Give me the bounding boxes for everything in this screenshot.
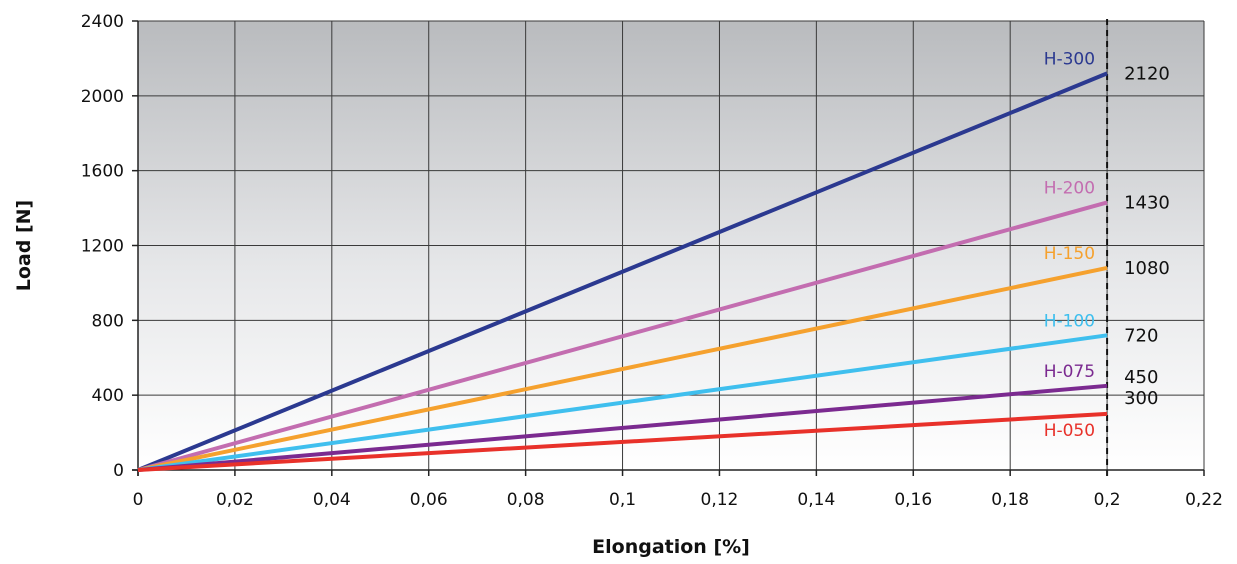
- y-tick-label: 2400: [81, 12, 124, 32]
- x-tick-label: 0,02: [216, 490, 254, 510]
- series-line-h-075: [137, 383, 1108, 472]
- x-tick-label: 0,2: [1094, 490, 1121, 510]
- series-line-h-300: [137, 71, 1108, 472]
- x-tick-label: 0,18: [991, 490, 1029, 510]
- series-name-h-300: H-300: [1044, 49, 1095, 69]
- y-tick-label: 2000: [81, 87, 124, 107]
- series-name-h-050: H-050: [1044, 421, 1095, 441]
- y-tick-label: 800: [92, 311, 124, 331]
- x-tick-label: 0: [133, 490, 144, 510]
- end-value-h-100: 720: [1124, 325, 1158, 346]
- x-axis-title: Elongation [%]: [592, 536, 750, 558]
- series-line-h-050: [137, 411, 1108, 472]
- y-tick-label: 0: [113, 461, 124, 481]
- x-tick-label: 0,08: [507, 490, 545, 510]
- series-name-h-150: H-150: [1044, 244, 1095, 264]
- x-tick-label: 0,1: [609, 490, 636, 510]
- x-tick-label: 0,22: [1185, 490, 1223, 510]
- y-axis-ticks: 0 400 800 1200 1600 2000 2400: [81, 12, 138, 481]
- x-tick-label: 0,16: [894, 490, 932, 510]
- x-tick-label: 0,06: [410, 490, 448, 510]
- end-value-h-200: 1430: [1124, 192, 1170, 213]
- end-value-h-300: 2120: [1124, 63, 1170, 84]
- series-lines: [137, 71, 1108, 472]
- series-name-h-200: H-200: [1044, 178, 1095, 198]
- series-name-h-075: H-075: [1044, 362, 1095, 382]
- y-tick-label: 400: [92, 386, 124, 406]
- y-tick-label: 1600: [81, 162, 124, 182]
- end-value-h-050: 300: [1124, 388, 1158, 409]
- series-line-h-200: [137, 200, 1108, 472]
- y-tick-label: 1200: [81, 237, 124, 257]
- axes: [132, 19, 1204, 480]
- series-labels: H-300 2120 H-200 1430 H-150 1080 H-100 720 H-075…: [1044, 49, 1170, 440]
- series-line-h-150: [137, 265, 1108, 472]
- series-line-h-100: [137, 333, 1108, 472]
- x-tick-label: 0,14: [797, 490, 835, 510]
- end-value-h-150: 1080: [1124, 258, 1170, 279]
- series-name-h-100: H-100: [1044, 311, 1095, 331]
- y-axis-title: Load [N]: [13, 200, 35, 291]
- end-value-h-075: 450: [1124, 367, 1158, 388]
- x-axis-ticks: 0 0,02 0,04 0,06 0,08 0,1 0,12 0,14 0,16 0,18 0,2 0…: [133, 470, 1223, 510]
- x-tick-label: 0,04: [313, 490, 351, 510]
- x-tick-label: 0,12: [701, 490, 739, 510]
- grid: [138, 20, 1205, 470]
